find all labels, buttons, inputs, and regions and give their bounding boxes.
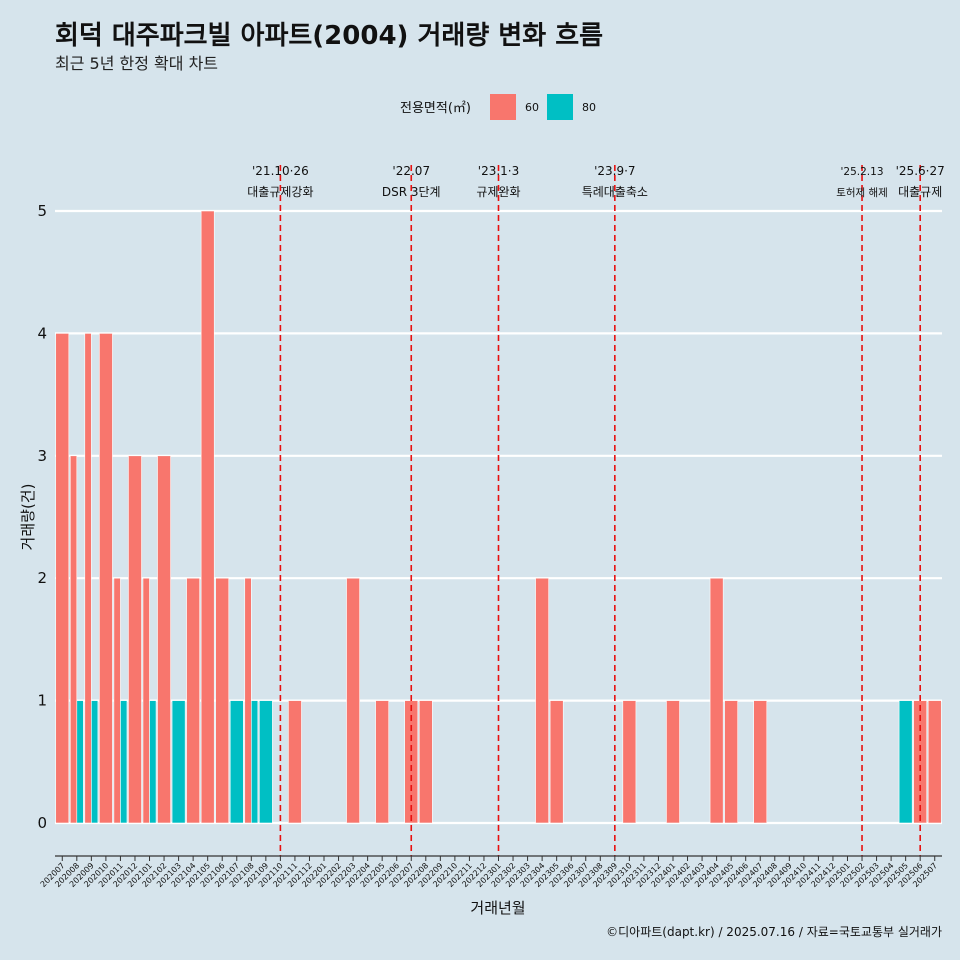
bar-202104-60 <box>186 577 200 824</box>
bar-202106-60 <box>215 577 230 824</box>
y-tick-label: 0 <box>37 814 47 832</box>
bar-202101-80 <box>149 700 157 824</box>
y-tick-label: 4 <box>37 324 47 342</box>
x-axis-title: 거래년월 <box>470 899 525 917</box>
chart-subtitle: 최근 5년 한정 확대 차트 <box>55 54 218 73</box>
bar-202011-60 <box>113 577 121 824</box>
bar-202103-80 <box>171 700 186 824</box>
legend-swatch-80 <box>547 94 573 120</box>
bar-202507-60 <box>927 700 942 824</box>
bar-202008-60 <box>69 455 78 824</box>
event-date: '25.6·27 <box>896 164 945 178</box>
bar-202007-60 <box>55 333 70 824</box>
event-lines: '21.10·26 대출규제강화 '22.07 DSR 3단계 '23.1·3 규제완화 '… <box>247 164 945 856</box>
bar-202108-60 <box>244 577 252 824</box>
bar-202310-60 <box>622 700 637 824</box>
y-tick-label: 2 <box>37 569 47 587</box>
bar-202101-60 <box>142 577 150 824</box>
event-label: DSR 3단계 <box>382 185 441 199</box>
event-date: '21.10·26 <box>252 164 309 178</box>
bar-202401-60 <box>666 700 680 824</box>
bar-202208-60 <box>418 700 433 824</box>
bar-202009-80 <box>91 700 99 824</box>
y-tick-label: 5 <box>37 202 47 220</box>
bar-202205-60 <box>375 700 390 824</box>
bar-202010-60 <box>99 333 113 824</box>
event-date: '22.07 <box>392 164 430 178</box>
bar-202304-60 <box>535 577 549 824</box>
bar-202405-60 <box>724 700 738 824</box>
bar-202407-60 <box>753 700 768 824</box>
bar-202108-80 <box>251 700 259 824</box>
bar-202203-60 <box>346 577 360 824</box>
bar-202111-60 <box>288 700 302 824</box>
legend-label-80: 80 <box>582 101 596 114</box>
legend-title: 전용면적(㎡) <box>400 101 471 116</box>
event-date: '23.9·7 <box>594 164 635 178</box>
y-tick-label: 1 <box>37 692 47 710</box>
bar-202008-80 <box>76 700 84 824</box>
y-axis-title: 거래량(건) <box>19 484 37 551</box>
bars <box>55 210 942 824</box>
y-tick-label: 3 <box>37 447 47 465</box>
bar-202102-60 <box>157 455 171 824</box>
bar-202105-60 <box>200 210 215 824</box>
bar-202404-60 <box>709 577 724 824</box>
event-label: 대출규제 <box>898 185 942 199</box>
event-label: 대출규제강화 <box>247 185 313 199</box>
event-date: '23.1·3 <box>478 164 519 178</box>
legend-label-60: 60 <box>525 101 539 114</box>
legend: 전용면적(㎡) 60 80 <box>400 94 596 120</box>
event-label: 특례대출축소 <box>582 185 648 199</box>
caption: ©디아파트(dapt.kr) / 2025.07.16 / 자료=국토교통부 실… <box>606 925 942 939</box>
bar-202109-80 <box>259 700 273 824</box>
y-tick-labels: 0 1 2 3 4 5 <box>37 202 47 832</box>
bar-202107-80 <box>229 700 244 824</box>
chart-title: 회덕 대주파크빌 아파트(2004) 거래량 변화 흐름 <box>55 21 603 51</box>
bar-202009-60 <box>84 333 92 824</box>
bar-202505-80 <box>898 700 913 824</box>
event-label: 토허제 해제 <box>836 186 888 199</box>
bar-202305-60 <box>549 700 564 824</box>
event-date: '25.2.13 <box>841 166 884 178</box>
legend-swatch-60 <box>490 94 516 120</box>
bar-202012-60 <box>128 455 142 824</box>
event-label: 규제완화 <box>476 185 520 199</box>
bar-202011-80 <box>120 700 128 824</box>
x-axis: 2020072020082020092020102020112020122021… <box>39 855 942 889</box>
